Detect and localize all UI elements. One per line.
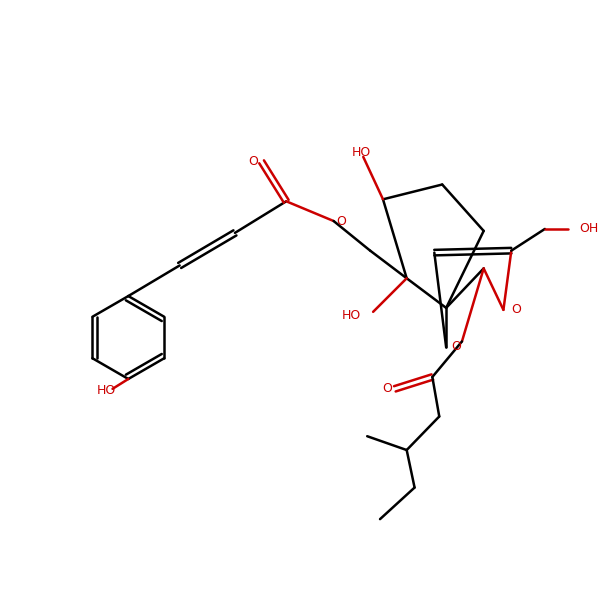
Text: O: O	[382, 382, 392, 395]
Text: HO: HO	[342, 309, 361, 322]
Text: HO: HO	[352, 146, 371, 160]
Text: HO: HO	[97, 385, 116, 397]
Text: O: O	[249, 155, 259, 169]
Text: OH: OH	[580, 223, 599, 235]
Text: O: O	[511, 304, 521, 316]
Text: O: O	[451, 340, 461, 353]
Text: O: O	[337, 215, 346, 227]
